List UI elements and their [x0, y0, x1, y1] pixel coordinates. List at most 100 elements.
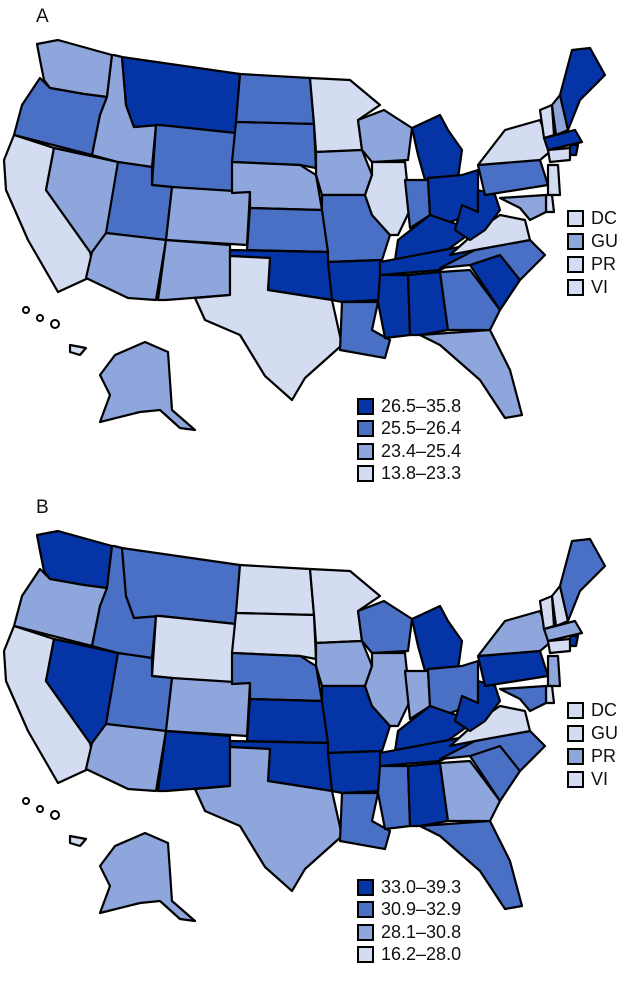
state-sd	[230, 120, 318, 170]
legend-label: 13.8–23.3	[381, 463, 462, 484]
state-ks	[245, 697, 330, 745]
swatch-icon	[357, 901, 374, 919]
state-ak	[98, 831, 197, 923]
state-hi	[68, 343, 88, 357]
state-nj	[546, 163, 562, 197]
territory-item: PR	[567, 253, 618, 276]
swatch-icon	[357, 397, 374, 415]
map-panel-b: B DC GU PR VI 33.0–39.3 30.9–32.9 28.1–3…	[0, 491, 635, 982]
state-ri	[568, 143, 580, 157]
state-ia	[314, 148, 374, 197]
legend-item: 25.5–26.4	[357, 418, 461, 441]
legend-item: 33.0–39.3	[357, 876, 461, 899]
state-wy	[150, 123, 238, 195]
territory-label: VI	[591, 769, 609, 789]
legend-item: 23.4–25.4	[357, 440, 461, 463]
territory-label: GU	[591, 723, 618, 743]
legend-label: 30.9–32.9	[381, 899, 462, 920]
territory-item: DC	[567, 207, 618, 230]
state-wi	[356, 108, 414, 164]
state-ny	[476, 118, 554, 167]
state-wv	[453, 188, 502, 242]
state-ar	[326, 749, 384, 795]
state-ma	[542, 128, 584, 152]
territory-label: PR	[591, 254, 617, 274]
state-nd	[234, 563, 316, 617]
state-ct	[546, 637, 572, 655]
state-ak	[98, 340, 197, 432]
territory-item: GU	[567, 722, 618, 745]
state-nj	[546, 654, 562, 688]
state-me	[558, 46, 607, 132]
state-ga	[438, 759, 502, 823]
state-md	[498, 684, 548, 713]
swatch-icon	[357, 923, 374, 941]
state-ms	[376, 273, 412, 340]
state-ma	[542, 619, 584, 643]
state-mt	[120, 55, 242, 135]
state-md	[498, 193, 548, 222]
territory-item: VI	[567, 768, 618, 791]
state-sd	[230, 611, 318, 661]
territory-legend: DC GU PR VI	[567, 699, 618, 791]
legend-item: 30.9–32.9	[357, 899, 461, 922]
territory-label: GU	[591, 231, 618, 251]
swatch-icon	[567, 233, 584, 250]
territory-legend: DC GU PR VI	[567, 207, 618, 299]
territory-label: VI	[591, 277, 609, 297]
state-tx	[193, 745, 344, 893]
state-wv	[453, 679, 502, 733]
legend-label: 23.4–25.4	[381, 440, 462, 461]
state-al	[406, 270, 450, 337]
state-nm	[156, 238, 232, 302]
state-nm	[156, 729, 232, 793]
legend-item: 13.8–23.3	[357, 463, 461, 486]
state-ks	[245, 206, 330, 254]
state-mi	[410, 113, 464, 182]
state-mi	[410, 604, 464, 673]
swatch-icon	[567, 279, 584, 296]
legend-label: 33.0–39.3	[381, 876, 462, 897]
swatch-icon	[567, 210, 584, 227]
state-az	[84, 722, 168, 793]
legend-label: 26.5–35.8	[381, 395, 462, 416]
state-al	[406, 761, 450, 828]
us-choropleth-map	[2, 529, 607, 923]
state-mt	[120, 546, 242, 626]
map-panel-a: A DC GU PR VI 26.5–35.8 25.5–26.4 23.4–2…	[2, 6, 618, 485]
state-de	[544, 193, 556, 214]
state-co	[164, 676, 252, 738]
territory-item: PR	[567, 745, 618, 768]
state-il	[363, 651, 412, 728]
legend-item: 28.1–30.8	[357, 921, 461, 944]
state-co	[164, 185, 252, 247]
territory-label: DC	[591, 208, 617, 228]
legend-label: 28.1–30.8	[381, 921, 462, 942]
state-ms	[376, 764, 412, 831]
state-me	[558, 537, 607, 623]
swatch-icon	[357, 465, 374, 483]
state-az	[84, 231, 168, 302]
territory-item: VI	[567, 276, 618, 299]
swatch-icon	[567, 702, 584, 719]
color-legend: 33.0–39.3 30.9–32.9 28.1–30.8 16.2–28.0	[357, 876, 461, 966]
swatch-icon	[357, 420, 374, 438]
color-legend: 26.5–35.8 25.5–26.4 23.4–25.4 13.8–23.3	[357, 395, 461, 485]
swatch-icon	[357, 946, 374, 964]
panel-label: B	[36, 497, 49, 518]
territory-label: PR	[591, 746, 617, 766]
state-de	[544, 684, 556, 705]
panel-label: A	[36, 6, 49, 27]
swatch-icon	[567, 256, 584, 273]
swatch-icon	[357, 442, 374, 460]
state-fl	[418, 819, 524, 911]
state-ri	[568, 634, 580, 648]
swatch-icon	[567, 748, 584, 765]
state-tx	[193, 254, 344, 402]
legend-item: 16.2–28.0	[357, 944, 461, 967]
state-ny	[476, 609, 554, 658]
state-wi	[356, 599, 414, 655]
territory-item: GU	[567, 230, 618, 253]
legend-item: 26.5–35.8	[357, 395, 461, 418]
legend-label: 25.5–26.4	[381, 418, 462, 439]
